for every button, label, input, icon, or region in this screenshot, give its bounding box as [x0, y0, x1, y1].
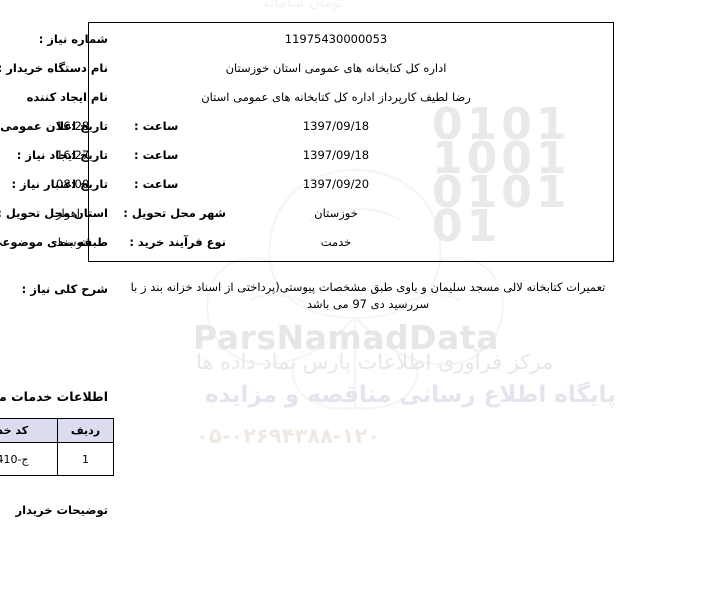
cell-radif: 1 — [57, 442, 114, 476]
info-sub-label-4: ساعت : — [134, 148, 179, 162]
info-sub-value-3: 16:28 — [56, 119, 90, 133]
info-sub-value-5: 08:00 — [56, 177, 90, 191]
table-row: 1 ج-410-41 ساخت بنا کتابخانه 3 1397/09/2… — [0, 442, 114, 476]
info-value-2: رضا لطیف کارپرداز اداره کل کتابخانه های … — [201, 90, 471, 104]
info-sub-label-6: شهر محل تحویل : — [123, 206, 226, 220]
info-value-7: خدمت — [320, 235, 352, 249]
services-table: ردیف کد خدمت نام خدمت واحد اندازه تعداد/… — [0, 418, 114, 476]
info-value-4: 1397/09/18 — [302, 148, 370, 162]
info-value-1: اداره کل کتابخانه های عمومی استان خوزستا… — [225, 61, 447, 75]
info-sub-label-3: ساعت : — [134, 119, 179, 133]
info-label-1: نام دستگاه خریدار : — [0, 61, 108, 75]
info-label-6: استان محل تحویل : — [0, 206, 108, 220]
buyer-notes-label: توضیحات خریدار — [15, 503, 108, 517]
info-sub-value-7: متوسط — [56, 235, 93, 249]
info-sub-value-6: اهواز — [56, 206, 80, 220]
info-label-0: شماره نیاز : — [38, 32, 108, 46]
info-sub-label-7: نوع فرآیند خرید : — [129, 235, 226, 249]
info-label-7: طبقه بندی موضوعی : — [0, 235, 108, 249]
info-label-4: تاریخ ایجاد نیاز : — [16, 148, 108, 162]
column-header-radif: ردیف — [57, 418, 114, 443]
column-header-code: کد خدمت — [0, 418, 58, 443]
info-sub-label-5: ساعت : — [134, 177, 179, 191]
info-value-3: 1397/09/18 — [302, 119, 370, 133]
cell-code: ج-410-41 — [0, 442, 58, 476]
services-section-title: اطلاعات خدمات مورد نیاز: — [0, 389, 108, 404]
general-description-label: شرح کلی نیاز : — [21, 282, 108, 296]
info-value-0: 11975430000053 — [284, 32, 388, 46]
info-label-3: تاریخ اعلان عمومی: — [0, 119, 108, 133]
info-value-6: خوزستان — [314, 206, 358, 220]
info-value-5: 1397/09/20 — [302, 177, 370, 191]
info-label-5: تاریخ اعتبار نیاز : — [11, 177, 108, 191]
general-description-text: تعمیرات کتابخانه لالی مسجد سلیمان و باوی… — [130, 280, 606, 311]
info-label-2: نام ایجاد کننده — [26, 90, 108, 104]
services-table-header-row: ردیف کد خدمت نام خدمت واحد اندازه تعداد/… — [0, 418, 114, 443]
info-sub-value-4: 16:27 — [56, 148, 90, 162]
need-info-box — [88, 22, 614, 262]
